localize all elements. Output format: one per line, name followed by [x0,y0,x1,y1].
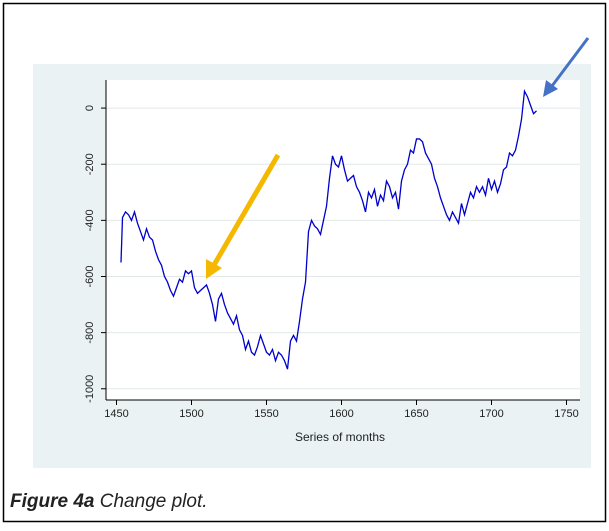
y-tick-label: -800 [84,322,96,344]
x-tick-label: 1650 [404,408,428,420]
caption: Figure 4a Change plot. [10,491,208,512]
data-line [120,89,537,370]
x-tick-label: 1750 [554,408,578,420]
y-tick-label: -200 [84,153,96,175]
x-tick-label: 1550 [254,408,278,420]
y-tick-label: -600 [84,265,96,287]
orange-arrowhead [206,259,222,279]
caption-text: Change plot. [100,491,208,512]
y-tick-label: -1000 [84,375,96,403]
x-tick-label: 1600 [329,408,353,420]
orange-arrow [211,153,281,267]
blue-arrow [550,37,590,87]
caption-label: Figure 4a [10,491,95,512]
plot-region [106,80,580,400]
x-tick-label: 1450 [104,408,128,420]
x-tick-label: 1500 [179,408,203,420]
blue-arrowhead [543,80,558,97]
x-tick-label: 1700 [479,408,503,420]
x-axis-label: Series of months [295,430,385,444]
y-tick-label: -400 [84,209,96,231]
y-tick-label: 0 [84,105,96,111]
